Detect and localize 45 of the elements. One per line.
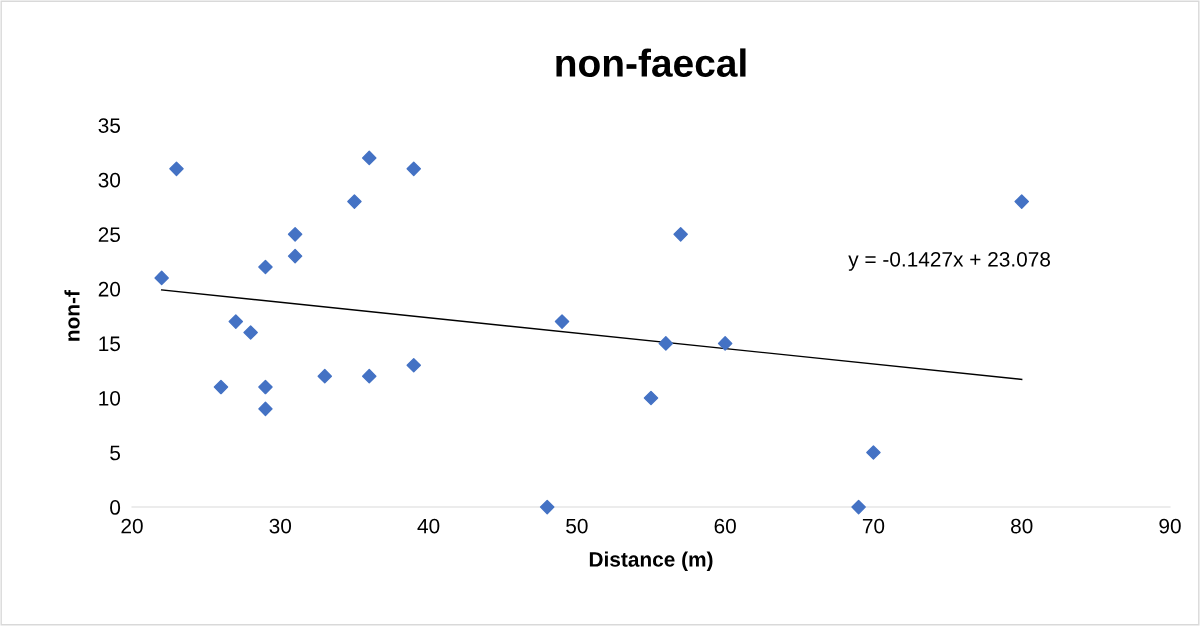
point [169, 161, 184, 177]
point [406, 357, 422, 373]
x-tick-label: 40 [417, 518, 440, 534]
x-tick-label: 30 [269, 518, 292, 534]
y-tick-label: 15 [99, 336, 121, 352]
point [361, 368, 377, 384]
point [361, 150, 377, 166]
point [673, 227, 688, 242]
y-tick-label: 25 [98, 227, 121, 243]
point [539, 499, 555, 515]
point [406, 161, 422, 177]
point [228, 314, 244, 329]
point [554, 314, 570, 329]
point [258, 401, 273, 417]
x-tick-label: 90 [1159, 518, 1181, 534]
x-axis-title: Distance (m) [589, 551, 713, 571]
y-tick-label: 30 [98, 172, 121, 188]
x-tick-label: 50 [566, 518, 588, 534]
point [258, 259, 273, 275]
x-tick-label: 20 [121, 518, 143, 534]
point [1014, 194, 1029, 209]
point [851, 499, 866, 515]
y-tick-label: 5 [110, 445, 121, 461]
point [243, 325, 258, 340]
point [317, 368, 333, 384]
point [717, 336, 733, 351]
point [258, 379, 273, 395]
point [213, 379, 229, 395]
y-tick-label: 20 [98, 281, 121, 297]
y-tick-label: 0 [110, 500, 121, 515]
x-tick-label: 60 [714, 518, 736, 534]
y-tick-label: 10 [99, 390, 121, 406]
x-tick-label: 70 [862, 518, 885, 534]
chart-title: non-faecal [556, 48, 746, 77]
point [287, 248, 303, 264]
y-tick-label: 35 [98, 118, 121, 133]
x-tick-label: 80 [1011, 518, 1033, 534]
point [154, 270, 169, 286]
point [347, 194, 362, 209]
annotation: y = -0.1427x + 23.078 [848, 251, 1051, 271]
point [866, 445, 881, 460]
point [643, 390, 659, 406]
point [287, 227, 303, 242]
point [658, 336, 674, 351]
y-axis-title: non-f [64, 290, 80, 341]
